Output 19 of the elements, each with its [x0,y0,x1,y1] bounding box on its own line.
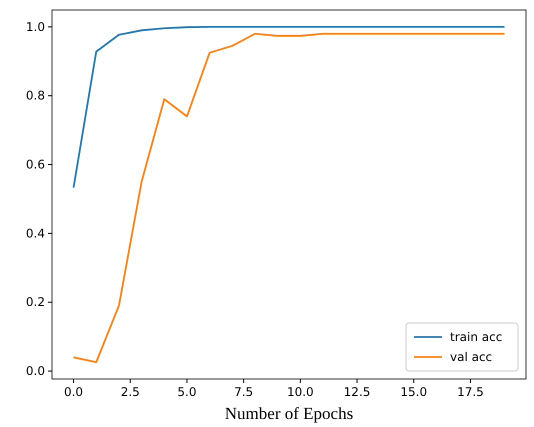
x-tick-label: 2.5 [120,385,140,399]
x-tick-label: 7.5 [234,385,254,399]
line-series [72,26,506,189]
y-tick-label: 0.8 [26,88,45,103]
x-axis-title: Number of Epochs [224,404,354,423]
legend-label: train acc [450,330,502,344]
y-tick-label: 0.0 [26,364,45,378]
x-tick-label: 5.0 [177,385,196,399]
line-series [72,32,506,364]
y-tick-label: 0.6 [26,158,45,172]
x-tick-label: 15.0 [400,385,428,399]
x-tick-label: 10.0 [286,385,314,399]
y-tick-label: 0.4 [26,226,45,240]
legend-label: val acc [450,350,492,364]
x-tick-label: 12.5 [344,385,370,399]
x-tick-label: 17.5 [457,385,484,399]
y-tick-label: 1.0 [26,20,45,34]
x-tick-label: 0.0 [64,385,84,399]
y-tick-label: 0.2 [26,295,45,310]
